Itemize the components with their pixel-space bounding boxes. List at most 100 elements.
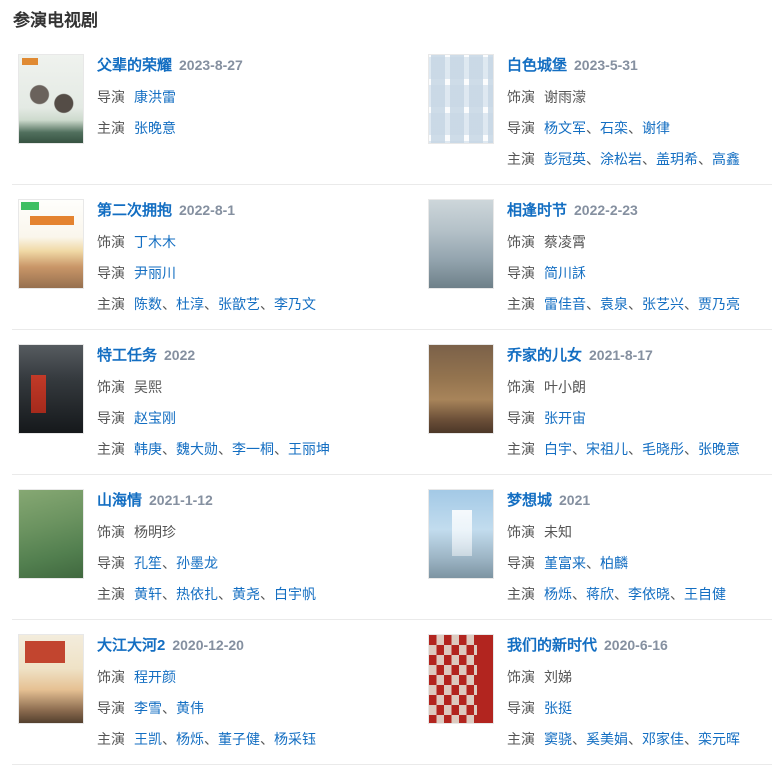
person-link[interactable]: 杜淳: [176, 296, 204, 312]
person-link[interactable]: 雷佳音: [544, 296, 586, 312]
person-link[interactable]: 李一桐: [232, 441, 274, 457]
credit-line: 导演 李雪、黄伟: [97, 698, 316, 718]
person-link[interactable]: 盖玥希: [656, 151, 698, 167]
drama-title-link[interactable]: 相逢时节: [507, 202, 568, 219]
drama-entry: 乔家的儿女 2021-8-17 饰演 叶小朗 导演 张开宙 主演 白宇、宋祖儿、毛晓彤、张晚…: [428, 344, 772, 459]
drama-title-link[interactable]: 特工任务: [97, 347, 158, 364]
baise-chengbao-poster[interactable]: [428, 54, 494, 144]
person-link[interactable]: 栾元晖: [698, 731, 740, 747]
drama-title-link[interactable]: 大江大河2: [97, 637, 166, 654]
name-separator: 、: [204, 296, 218, 312]
person-link[interactable]: 王凯: [134, 731, 162, 747]
person-link[interactable]: 李乃文: [274, 296, 316, 312]
person-link[interactable]: 石栾: [600, 120, 628, 136]
person-link[interactable]: 白宇: [544, 441, 572, 457]
person-link[interactable]: 丁木木: [134, 234, 176, 250]
person-link[interactable]: 王自健: [684, 586, 726, 602]
credit-line: 饰演 丁木木: [97, 232, 316, 252]
drama-info: 乔家的儿女 2021-8-17 饰演 叶小朗 导演 张开宙 主演 白宇、宋祖儿、毛晓彤、张晚…: [507, 344, 740, 459]
person-link[interactable]: 黄尧: [232, 586, 260, 602]
drama-title-link[interactable]: 第二次拥抱: [97, 202, 173, 219]
person-link[interactable]: 黄伟: [176, 700, 204, 716]
release-date: 2022-2-23: [574, 202, 638, 218]
person-link[interactable]: 张晚意: [698, 441, 740, 457]
release-date: 2023-8-27: [179, 57, 243, 73]
title-line: 父辈的荣耀 2023-8-27: [97, 55, 243, 76]
drama-title-link[interactable]: 我们的新时代: [507, 637, 598, 654]
person-link[interactable]: 孙墨龙: [176, 555, 218, 571]
person-link[interactable]: 董子健: [218, 731, 260, 747]
drama-title-link[interactable]: 父辈的荣耀: [97, 57, 173, 74]
person-link[interactable]: 张开宙: [544, 410, 586, 426]
person-link[interactable]: 杨采钰: [274, 731, 316, 747]
person-link[interactable]: 奚美娟: [586, 731, 628, 747]
drama-title-link[interactable]: 白色城堡: [507, 57, 568, 74]
character-name: 谢雨濛: [544, 89, 586, 105]
name-separator: 、: [162, 296, 176, 312]
person-link[interactable]: 杨文军: [544, 120, 586, 136]
title-line: 山海情 2021-1-12: [97, 490, 316, 511]
person-link[interactable]: 李雪: [134, 700, 162, 716]
qiaojia-de-ernv-poster[interactable]: [428, 344, 494, 434]
mengxiangcheng-poster[interactable]: [428, 489, 494, 579]
person-link[interactable]: 毛晓彤: [642, 441, 684, 457]
credit-label: 导演: [97, 700, 125, 716]
person-link[interactable]: 张晚意: [134, 120, 176, 136]
person-link[interactable]: 黄轩: [134, 586, 162, 602]
person-link[interactable]: 彭冠英: [544, 151, 586, 167]
person-link[interactable]: 陈数: [134, 296, 162, 312]
person-link[interactable]: 简川訸: [544, 265, 586, 281]
person-link[interactable]: 邓家佳: [642, 731, 684, 747]
person-link[interactable]: 贾乃亮: [698, 296, 740, 312]
person-link[interactable]: 谢律: [642, 120, 670, 136]
credits: 饰演 蔡凌霄 导演 简川訸 主演 雷佳音、袁泉、张艺兴、贾乃亮: [507, 232, 740, 314]
credit-label: 导演: [97, 89, 125, 105]
drama-entry: 白色城堡 2023-5-31 饰演 谢雨濛 导演 杨文军、石栾、谢律 主演 彭冠英、涂松岩、…: [428, 54, 772, 169]
drama-title-link[interactable]: 梦想城: [507, 492, 553, 509]
person-link[interactable]: 堇富来: [544, 555, 586, 571]
credits: 饰演 杨明珍 导演 孔笙、孙墨龙 主演 黄轩、热依扎、黄尧、白宇帆: [97, 522, 316, 604]
person-link[interactable]: 孔笙: [134, 555, 162, 571]
person-link[interactable]: 白宇帆: [274, 586, 316, 602]
credit-line: 饰演 杨明珍: [97, 522, 316, 542]
fubei-de-rongyao-poster[interactable]: [18, 54, 84, 144]
person-link[interactable]: 李依晓: [628, 586, 670, 602]
tegong-renwu-poster[interactable]: [18, 344, 84, 434]
person-link[interactable]: 热依扎: [176, 586, 218, 602]
person-link[interactable]: 柏麟: [600, 555, 628, 571]
person-link[interactable]: 蒋欣: [586, 586, 614, 602]
person-link[interactable]: 杨烁: [176, 731, 204, 747]
person-link[interactable]: 康洪雷: [134, 89, 176, 105]
person-link[interactable]: 高鑫: [712, 151, 740, 167]
name-separator: 、: [572, 441, 586, 457]
person-link[interactable]: 魏大勋: [176, 441, 218, 457]
credit-label: 导演: [507, 265, 535, 281]
person-link[interactable]: 宋祖儿: [586, 441, 628, 457]
person-link[interactable]: 程开颜: [134, 669, 176, 685]
credit-line: 饰演 谢雨濛: [507, 87, 740, 107]
credit-label: 主演: [97, 296, 125, 312]
person-link[interactable]: 张挺: [544, 700, 572, 716]
dajiang-dahe2-poster[interactable]: [18, 634, 84, 724]
person-link[interactable]: 窦骁: [544, 731, 572, 747]
person-link[interactable]: 袁泉: [600, 296, 628, 312]
person-link[interactable]: 尹丽川: [134, 265, 176, 281]
drama-title-link[interactable]: 山海情: [97, 492, 143, 509]
release-date: 2021-1-12: [149, 492, 213, 508]
person-link[interactable]: 韩庚: [134, 441, 162, 457]
shanhaiqing-poster[interactable]: [18, 489, 84, 579]
xiangfeng-shijie-poster[interactable]: [428, 199, 494, 289]
women-de-xinshidai-poster[interactable]: [428, 634, 494, 724]
name-separator: 、: [162, 441, 176, 457]
title-line: 特工任务 2022: [97, 345, 330, 366]
person-link[interactable]: 王丽坤: [288, 441, 330, 457]
credit-line: 导演 堇富来、柏麟: [507, 553, 726, 573]
dierci-yongbao-poster[interactable]: [18, 199, 84, 289]
person-link[interactable]: 张歆艺: [218, 296, 260, 312]
person-link[interactable]: 张艺兴: [642, 296, 684, 312]
person-link[interactable]: 赵宝刚: [134, 410, 176, 426]
person-link[interactable]: 涂松岩: [600, 151, 642, 167]
character-name: 吴熙: [134, 379, 162, 395]
drama-title-link[interactable]: 乔家的儿女: [507, 347, 583, 364]
person-link[interactable]: 杨烁: [544, 586, 572, 602]
